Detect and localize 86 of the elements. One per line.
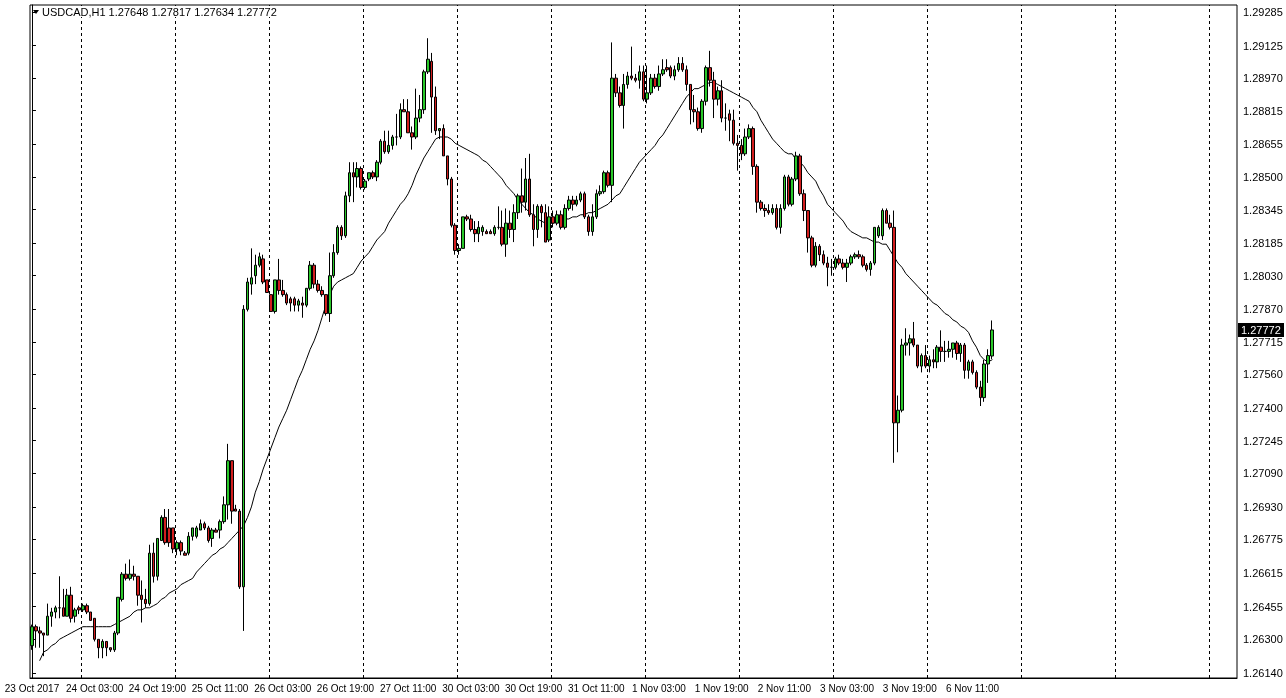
candlestick bbox=[504, 207, 508, 258]
y-tick-label: 1.26455 bbox=[1243, 600, 1283, 613]
candlestick bbox=[892, 210, 896, 464]
candlestick bbox=[571, 195, 575, 212]
candlestick bbox=[622, 73, 625, 130]
x-tick-label: 1 Nov 03:00 bbox=[632, 682, 687, 694]
candlestick bbox=[489, 228, 492, 235]
y-tick-label: 1.27245 bbox=[1243, 434, 1283, 447]
chart-title: USDCAD,H1 1.27648 1.27817 1.27634 1.27772 bbox=[42, 5, 277, 18]
x-tick-label: 30 Oct 19:00 bbox=[504, 682, 563, 694]
candlestick bbox=[69, 586, 73, 624]
x-tick-label: 1 Nov 19:00 bbox=[694, 682, 750, 694]
y-tick-label: 1.28815 bbox=[1243, 104, 1283, 117]
x-tick-label: 27 Oct 11:00 bbox=[379, 682, 437, 694]
y-tick-label: 1.26930 bbox=[1243, 500, 1283, 513]
candlestick bbox=[787, 174, 790, 207]
candlestick bbox=[179, 540, 183, 556]
candlestick bbox=[493, 224, 496, 237]
candlestick bbox=[34, 624, 38, 649]
x-tick-label: 3 Nov 03:00 bbox=[820, 682, 875, 694]
candlestick bbox=[391, 134, 394, 151]
x-tick-label: 26 Oct 03:00 bbox=[254, 682, 312, 694]
candlestick bbox=[951, 342, 955, 359]
candlestick bbox=[187, 531, 190, 556]
candlestick bbox=[226, 443, 230, 521]
candlestick bbox=[947, 340, 951, 359]
candlestick bbox=[485, 228, 488, 235]
candlestick bbox=[602, 170, 606, 195]
candlestick bbox=[932, 348, 935, 369]
y-tick-label: 1.28500 bbox=[1243, 170, 1283, 183]
y-tick-label: 1.27715 bbox=[1243, 335, 1283, 348]
candlestick bbox=[575, 195, 578, 207]
candlestick bbox=[845, 258, 849, 283]
candlestick bbox=[743, 128, 747, 157]
candlestick bbox=[254, 254, 257, 285]
x-tick-label: 23 Oct 2017 bbox=[4, 682, 60, 694]
candlestick bbox=[763, 203, 767, 218]
candlestick bbox=[58, 575, 61, 619]
candlestick bbox=[775, 203, 778, 230]
x-tick-label: 3 Nov 19:00 bbox=[882, 682, 938, 694]
candlestick bbox=[312, 262, 316, 289]
candlestick bbox=[477, 220, 480, 243]
y-tick-label: 1.26775 bbox=[1243, 533, 1283, 546]
y-tick-label: 1.29285 bbox=[1243, 5, 1283, 18]
candlestick bbox=[955, 340, 959, 361]
candlestick bbox=[837, 254, 841, 266]
candlestick bbox=[293, 296, 296, 312]
x-tick-label: 30 Oct 03:00 bbox=[442, 682, 500, 694]
x-tick-label: 24 Oct 03:00 bbox=[66, 682, 124, 694]
candlestick bbox=[289, 296, 292, 312]
candlestick bbox=[555, 210, 559, 226]
y-tick-label: 1.28970 bbox=[1243, 72, 1283, 85]
x-tick-label: 6 Nov 11:00 bbox=[945, 682, 1000, 694]
candlestick bbox=[148, 544, 151, 607]
y-tick-label: 1.27400 bbox=[1243, 402, 1283, 415]
y-tick-label: 1.27870 bbox=[1243, 303, 1283, 316]
candlestick bbox=[963, 342, 966, 380]
y-tick-label: 1.26140 bbox=[1243, 666, 1283, 679]
y-tick-label: 1.28185 bbox=[1243, 237, 1283, 250]
x-tick-label: 31 Oct 11:00 bbox=[568, 682, 625, 694]
y-tick-label: 1.28655 bbox=[1243, 138, 1283, 151]
candlestick bbox=[767, 203, 770, 216]
y-tick-label: 1.29125 bbox=[1243, 39, 1283, 52]
x-tick-label: 26 Oct 19:00 bbox=[316, 682, 375, 694]
candlestick bbox=[210, 527, 214, 548]
y-tick-label: 1.26615 bbox=[1243, 567, 1283, 580]
candlestick bbox=[140, 579, 143, 624]
candlestick bbox=[128, 558, 132, 581]
y-tick-label: 1.28030 bbox=[1243, 269, 1283, 282]
candlestick bbox=[861, 254, 865, 268]
candlestick bbox=[105, 640, 108, 657]
x-tick-label: 24 Oct 19:00 bbox=[128, 682, 187, 694]
text: 1.27772 bbox=[1241, 324, 1281, 337]
x-tick-label: 25 Oct 11:00 bbox=[191, 682, 249, 694]
y-tick-label: 1.27560 bbox=[1243, 368, 1283, 381]
y-tick-label: 1.26300 bbox=[1243, 633, 1283, 646]
candlestick bbox=[101, 638, 104, 659]
candlestick bbox=[207, 525, 210, 544]
candlestick bbox=[544, 203, 547, 243]
y-tick-label: 1.28345 bbox=[1243, 203, 1283, 216]
x-tick-label: 2 Nov 11:00 bbox=[757, 682, 812, 694]
candlestick bbox=[387, 130, 390, 155]
candlestick bbox=[352, 161, 355, 203]
candlestick bbox=[163, 508, 167, 546]
y-tick-label: 1.27090 bbox=[1243, 467, 1283, 480]
candlestick bbox=[881, 207, 884, 241]
